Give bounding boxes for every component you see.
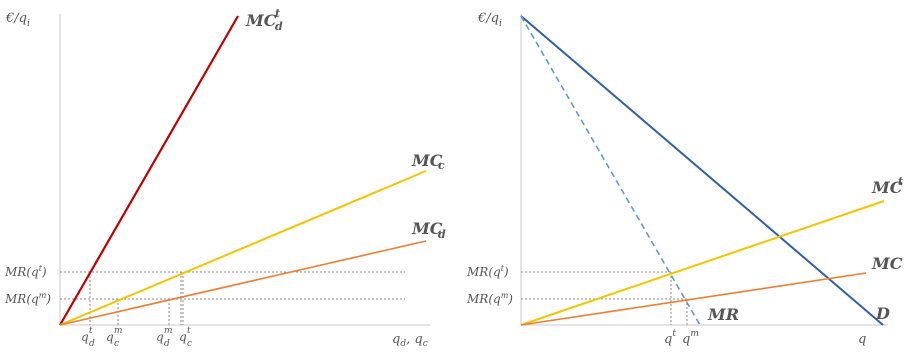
label-mc-c: MC c — [411, 151, 445, 172]
svg-text:d: d — [164, 339, 170, 349]
right-x-axis-label: q — [858, 332, 866, 347]
svg-text:d: d — [89, 339, 95, 349]
left-x-tick-qcm: q m c — [106, 326, 123, 349]
label-mc: MC — [871, 254, 903, 273]
svg-text:t: t — [898, 175, 903, 188]
svg-text:d: d — [275, 20, 283, 33]
svg-text:c: c — [114, 339, 119, 349]
svg-text:MC: MC — [411, 151, 443, 170]
svg-text:q: q — [179, 330, 187, 344]
curve-mc-d — [59, 240, 427, 326]
svg-text:q: q — [81, 330, 89, 344]
left-y-axis-label: €/qi — [5, 11, 30, 29]
label-mr: MR — [707, 305, 739, 324]
label-mc-d-t: MC t d — [245, 7, 283, 33]
label-mc-t: MC t — [871, 175, 903, 197]
svg-text:MC: MC — [411, 219, 443, 238]
svg-text:q: q — [106, 330, 114, 344]
svg-text:m: m — [114, 326, 123, 336]
svg-text:t: t — [89, 326, 93, 336]
curve-mc-d-t — [59, 15, 239, 326]
right-x-tick-qt: qt — [664, 329, 676, 347]
curve-demand — [520, 15, 884, 326]
left-y-tick-mr-qm: MR(qm) — [4, 291, 51, 306]
right-y-tick-mr-qm: MR(qm) — [466, 291, 513, 306]
svg-text:MC: MC — [245, 11, 277, 30]
svg-text:MC: MC — [871, 178, 903, 197]
left-x-tick-qct: q t c — [179, 326, 192, 349]
left-panel: €/qi MR(qt) MR(qm) q t d q m c q m d q t… — [4, 7, 446, 349]
svg-text:c: c — [187, 339, 192, 349]
right-x-tick-qm: qm — [682, 329, 699, 347]
svg-text:t: t — [187, 326, 191, 336]
svg-text:t: t — [275, 7, 280, 20]
svg-text:m: m — [164, 326, 173, 336]
curve-mr — [520, 15, 701, 326]
left-y-tick-mr-qt: MR(qt) — [4, 264, 47, 279]
right-y-tick-mr-qt: MR(qt) — [466, 264, 509, 279]
right-y-axis-label: €/qi — [477, 11, 502, 29]
curve-mc-t — [520, 200, 885, 326]
curve-mc-c — [59, 170, 427, 326]
svg-text:c: c — [438, 159, 445, 172]
curve-mc — [520, 272, 867, 326]
label-demand: D — [875, 304, 890, 323]
left-x-axis-label: qd, qc — [392, 332, 428, 349]
left-x-tick-qdm: q m d — [156, 326, 173, 349]
label-mc-d: MC d — [411, 219, 446, 241]
svg-text:q: q — [156, 330, 164, 344]
right-panel: €/qi MR(qt) MR(qm) qt qm q MC t MC MR D — [466, 11, 903, 347]
left-x-tick-qdt: q t d — [81, 326, 95, 349]
svg-text:d: d — [438, 228, 446, 241]
